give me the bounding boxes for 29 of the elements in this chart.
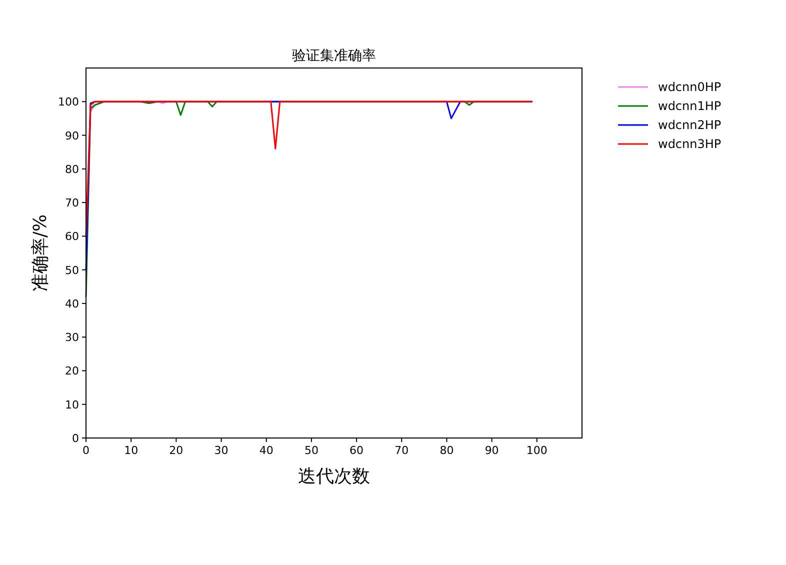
- y-tick-label: 80: [65, 162, 79, 176]
- x-tick-label: 0: [82, 444, 90, 457]
- y-axis-title: 准确率/%: [30, 214, 51, 292]
- y-tick-label: 30: [65, 331, 79, 344]
- legend-label: wdcnn1HP: [658, 99, 722, 113]
- legend-label: wdcnn2HP: [658, 118, 722, 132]
- x-tick-label: 20: [169, 444, 184, 457]
- y-tick-label: 0: [72, 432, 79, 445]
- x-tick-label: 40: [259, 444, 274, 457]
- y-tick-label: 70: [65, 196, 79, 210]
- y-tick-label: 50: [65, 264, 79, 277]
- x-tick-label: 70: [394, 444, 409, 457]
- y-tick-label: 10: [65, 398, 79, 412]
- y-tick-label: 20: [65, 364, 79, 378]
- x-axis-title: 迭代次数: [298, 466, 370, 487]
- chart-title: 验证集准确率: [292, 48, 376, 64]
- legend-label: wdcnn3HP: [658, 137, 722, 151]
- x-tick-label: 60: [350, 444, 364, 457]
- y-tick-label: 90: [65, 129, 79, 142]
- y-tick-label: 40: [65, 297, 79, 310]
- y-tick-label: 100: [58, 96, 79, 109]
- x-tick-label: 100: [526, 444, 548, 457]
- x-tick-label: 10: [124, 444, 138, 457]
- x-tick-label: 90: [484, 444, 499, 457]
- y-tick-label: 60: [65, 230, 79, 244]
- x-tick-label: 30: [214, 444, 228, 457]
- legend-label: wdcnn0HP: [658, 80, 722, 94]
- x-tick-label: 80: [440, 444, 454, 457]
- x-tick-label: 50: [304, 444, 318, 457]
